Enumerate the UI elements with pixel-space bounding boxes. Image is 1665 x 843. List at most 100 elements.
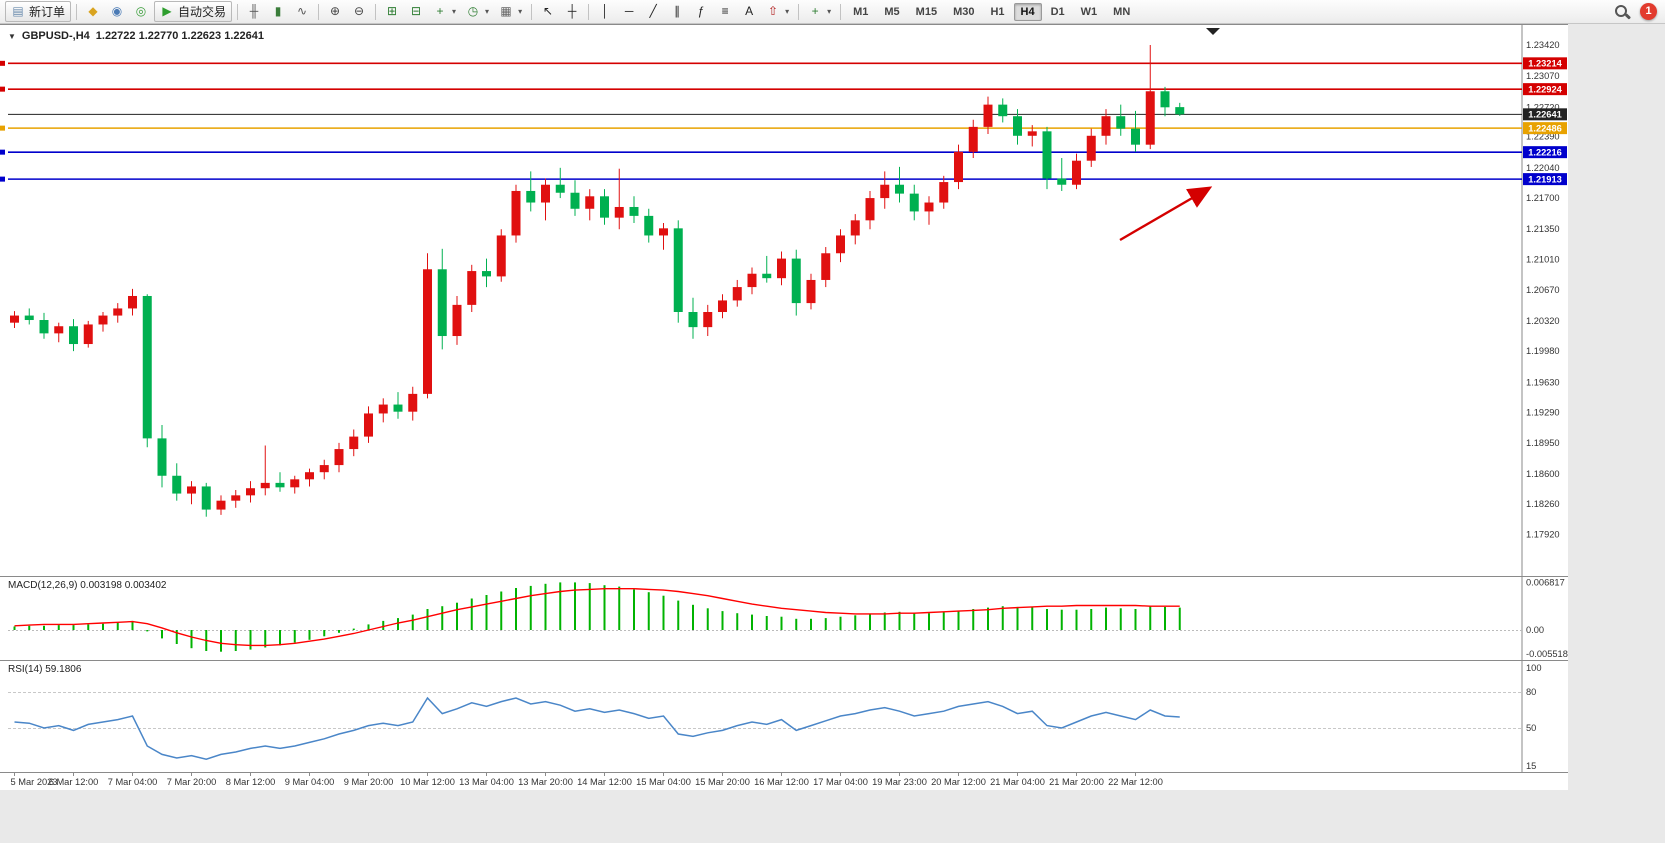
svg-text:7 Mar 04:00: 7 Mar 04:00 bbox=[108, 777, 158, 787]
candle-body bbox=[806, 279, 816, 304]
svg-text:1.18260: 1.18260 bbox=[1526, 499, 1560, 509]
tile-windows-button[interactable]: ⊞ bbox=[381, 1, 403, 22]
candle-body bbox=[983, 104, 993, 127]
timeframe-w1[interactable]: W1 bbox=[1080, 5, 1098, 18]
template-button[interactable]: ▦ ▾ bbox=[495, 1, 526, 22]
resistance-line-1-handle[interactable] bbox=[0, 60, 5, 66]
metaeditor-button[interactable]: ◆ bbox=[82, 1, 104, 22]
support-line-1-price-tag bbox=[1523, 146, 1567, 159]
market-watch-button[interactable]: ◉ bbox=[106, 1, 128, 22]
toolbar-separator bbox=[76, 3, 78, 20]
topbar-right: 1 bbox=[1614, 3, 1657, 20]
candlestick-chart-button[interactable]: ▮ bbox=[267, 1, 289, 22]
timeframe-m30[interactable]: M30 bbox=[953, 5, 975, 18]
indicators-button[interactable]: + ▾ bbox=[804, 1, 835, 22]
candle-body bbox=[1072, 160, 1081, 185]
clock-icon: ◷ bbox=[467, 4, 479, 18]
period-selector-button[interactable]: ◷ ▾ bbox=[462, 1, 493, 22]
new-order-button[interactable]: ▤ 新订单 bbox=[5, 1, 72, 22]
timeframe-h1[interactable]: H1 bbox=[990, 5, 1005, 18]
candle-body bbox=[1116, 116, 1126, 129]
shapes-icon: ≡ bbox=[721, 4, 729, 18]
candle-body bbox=[334, 449, 344, 466]
candle-body bbox=[1131, 128, 1140, 145]
tile-windows-icon: ⊞ bbox=[387, 4, 398, 18]
trendline-button[interactable]: ╱ bbox=[642, 1, 664, 22]
candle-body bbox=[364, 413, 373, 437]
lens-handle-shape bbox=[1624, 12, 1632, 19]
crosshair-button[interactable]: ┼ bbox=[561, 1, 583, 22]
resistance-line-2-handle[interactable] bbox=[0, 86, 5, 92]
candle-body bbox=[526, 190, 536, 203]
candle-body bbox=[142, 295, 152, 439]
bar-chart-button[interactable]: ╫ bbox=[243, 1, 265, 22]
svg-text:15 Mar 20:00: 15 Mar 20:00 bbox=[695, 777, 750, 787]
new-chart-button[interactable]: + ▾ bbox=[429, 1, 460, 22]
svg-text:21 Mar 20:00: 21 Mar 20:00 bbox=[1049, 777, 1104, 787]
support-line-1-handle[interactable] bbox=[0, 149, 5, 155]
svg-text:1.22390: 1.22390 bbox=[1526, 132, 1560, 142]
fibonacci-button[interactable]: ƒ bbox=[690, 1, 712, 22]
svg-text:1.22641: 1.22641 bbox=[1528, 110, 1562, 120]
cascade-windows-button[interactable]: ⊟ bbox=[405, 1, 427, 22]
horizontal-line-button[interactable]: ─ bbox=[618, 1, 640, 22]
svg-text:1.22924: 1.22924 bbox=[1528, 84, 1562, 94]
arrow-tools-button[interactable]: ⇧ ▾ bbox=[762, 1, 793, 22]
timeframe-m1[interactable]: M1 bbox=[853, 5, 869, 18]
svg-text:6 Mar 12:00: 6 Mar 12:00 bbox=[49, 777, 99, 787]
svg-text:9 Mar 20:00: 9 Mar 20:00 bbox=[344, 777, 394, 787]
candle-body bbox=[305, 472, 314, 480]
notification-badge[interactable]: 1 bbox=[1640, 3, 1657, 20]
candle-body bbox=[821, 253, 831, 280]
new-chart-icon: + bbox=[436, 4, 444, 18]
candle-body bbox=[703, 312, 713, 328]
timeframe-m5[interactable]: M5 bbox=[884, 5, 900, 18]
pivot-line-handle[interactable] bbox=[0, 125, 5, 131]
candle-body bbox=[954, 151, 963, 183]
candle-body bbox=[570, 192, 580, 209]
timeframe-m15[interactable]: M15 bbox=[915, 5, 938, 18]
candlesticks bbox=[10, 45, 1185, 517]
candle-body bbox=[880, 184, 890, 199]
autotrading-button[interactable]: ▶ 自动交易 bbox=[154, 1, 233, 22]
candle-body bbox=[128, 295, 137, 309]
candle-body bbox=[939, 182, 949, 203]
shapes-button[interactable]: ≡ bbox=[714, 1, 736, 22]
line-chart-button[interactable]: ∿ bbox=[291, 1, 313, 22]
candle-body bbox=[496, 235, 506, 277]
search-icon[interactable] bbox=[1614, 4, 1632, 20]
chart-shift-marker-icon[interactable] bbox=[1206, 28, 1220, 35]
vertical-line-button[interactable]: │ bbox=[594, 1, 616, 22]
candle-body bbox=[39, 320, 49, 334]
candle-body bbox=[644, 215, 654, 236]
svg-text:7 Mar 20:00: 7 Mar 20:00 bbox=[167, 777, 217, 787]
candle-body bbox=[83, 324, 93, 345]
dropdown-arrow-icon: ▾ bbox=[518, 7, 523, 16]
timeframe-mn[interactable]: MN bbox=[1113, 5, 1131, 18]
zoom-in-button[interactable]: ⊕ bbox=[324, 1, 346, 22]
signal-arrow[interactable] bbox=[1119, 186, 1213, 242]
timeframe-h4[interactable]: H4 bbox=[1013, 2, 1042, 21]
cursor-button[interactable]: ↖ bbox=[537, 1, 559, 22]
bar-chart-icon: ╫ bbox=[249, 4, 259, 18]
candle-body bbox=[718, 300, 727, 312]
svg-text:50: 50 bbox=[1526, 723, 1536, 733]
text-label-button[interactable]: A bbox=[738, 1, 760, 22]
svg-text:16 Mar 12:00: 16 Mar 12:00 bbox=[754, 777, 809, 787]
one-click-trading-toggle-icon[interactable]: ▼ bbox=[8, 31, 16, 41]
strategy-tester-button[interactable]: ◎ bbox=[130, 1, 152, 22]
zoom-out-button[interactable]: ⊖ bbox=[348, 1, 370, 22]
channel-icon: ∥ bbox=[674, 4, 681, 18]
rsi-line bbox=[14, 696, 1180, 760]
resistance-line-1-price-tag bbox=[1523, 57, 1567, 70]
svg-text:1.18600: 1.18600 bbox=[1526, 469, 1560, 479]
candle-body bbox=[54, 326, 64, 334]
candle-body bbox=[349, 436, 359, 450]
svg-text:1.21350: 1.21350 bbox=[1526, 224, 1560, 234]
support-line-2-handle[interactable] bbox=[0, 176, 5, 182]
candle-body bbox=[747, 273, 757, 288]
timeframe-d1[interactable]: D1 bbox=[1050, 5, 1065, 18]
candle-body bbox=[865, 198, 875, 221]
equidistant-channel-button[interactable]: ∥ bbox=[666, 1, 688, 22]
candle-body bbox=[113, 308, 123, 316]
